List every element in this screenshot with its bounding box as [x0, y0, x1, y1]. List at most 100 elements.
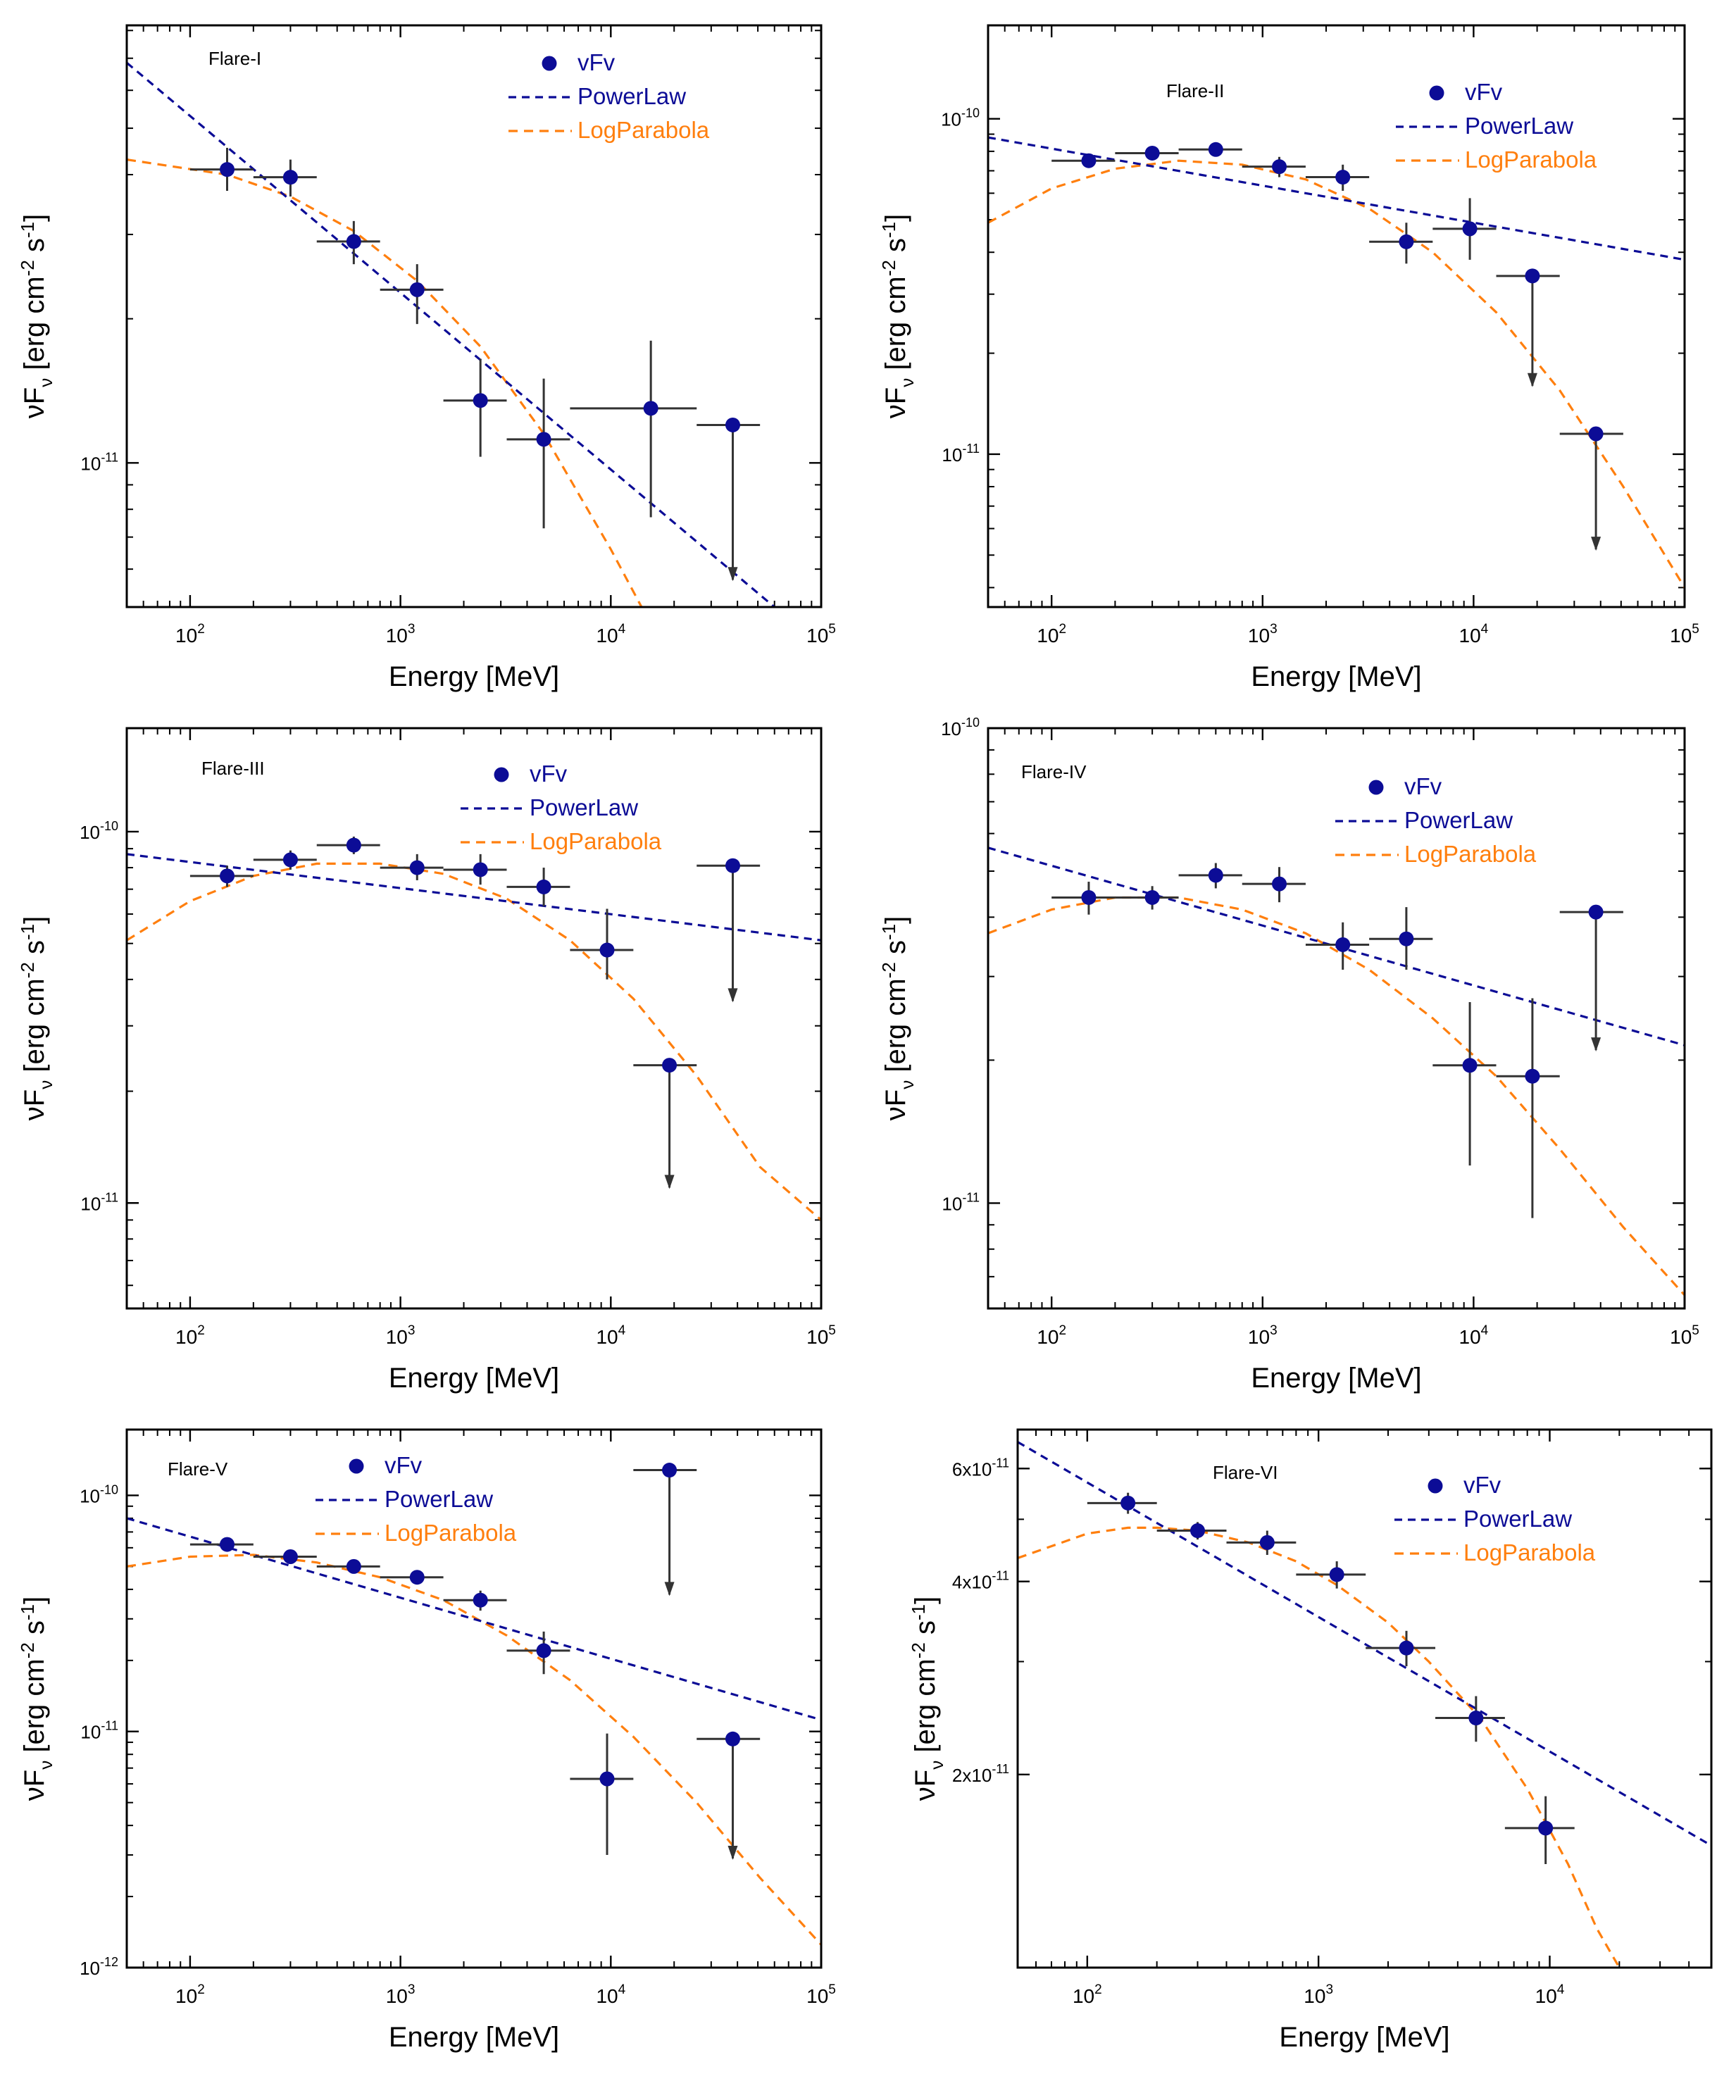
data-marker	[725, 858, 740, 873]
x-axis-label: Energy [MeV]	[1279, 2022, 1449, 2053]
legend-label-vfv: vFv	[577, 49, 616, 75]
plot-frame	[125, 1428, 823, 1969]
upper-limit-arrow	[664, 1582, 675, 1596]
data-marker	[1399, 234, 1414, 249]
legend: vFv PowerLaw LogParabola	[1335, 773, 1537, 867]
powerlaw-curve	[988, 136, 1685, 261]
data-marker	[1081, 153, 1097, 168]
panel-title: Flare-III	[201, 758, 265, 779]
chart-panel: 102 103 104 105 10-11 10-10 Flare-II vFv PowerLa…	[878, 24, 1699, 692]
data-marker	[1588, 426, 1604, 442]
x-tick-label: 104	[1459, 622, 1489, 646]
data-point	[1178, 142, 1242, 157]
data-point	[189, 1537, 254, 1552]
model-curves	[127, 853, 821, 1221]
x-tick-label: 102	[175, 1323, 205, 1348]
data-point	[253, 850, 317, 870]
data-marker	[599, 942, 615, 958]
model-curves	[127, 61, 775, 607]
legend-label-logparabola: LogParabola	[385, 1520, 517, 1546]
x-tick-label: 105	[806, 622, 836, 646]
y-tick-label: 6x10-11	[952, 1456, 1009, 1480]
x-tick-label: 103	[1248, 622, 1278, 646]
x-tick-label: 103	[1304, 1982, 1333, 2007]
x-tick-label: 102	[1073, 1982, 1102, 2007]
data-point	[1496, 998, 1560, 1218]
data-marker	[662, 1463, 677, 1478]
upper-limit-arrow	[664, 1175, 675, 1189]
data-point	[697, 1731, 761, 1860]
data-point	[1559, 426, 1623, 551]
logparabola-curve	[127, 862, 821, 1221]
legend-marker-symbol	[1368, 780, 1384, 795]
data-marker	[1462, 1058, 1478, 1073]
y-axis-label: νFν [erg cm-2 s-1]	[878, 214, 918, 418]
data-marker	[409, 1570, 425, 1585]
data-marker	[1208, 142, 1223, 157]
x-tick-label: 103	[386, 622, 416, 646]
data-marker	[1272, 876, 1287, 892]
legend-label-powerlaw: PowerLaw	[385, 1486, 493, 1512]
data-point	[443, 1590, 507, 1611]
data-marker	[1081, 889, 1097, 905]
legend-label-vfv: vFv	[1404, 773, 1442, 799]
x-axis-label: Energy [MeV]	[389, 2022, 559, 2053]
y-tick-label: 10-10	[941, 106, 980, 130]
y-axis-label: νFν [erg cm-2 s-1]	[17, 916, 56, 1120]
data-point	[316, 836, 380, 854]
data-marker	[473, 1592, 488, 1608]
data-points	[189, 147, 761, 582]
panel-title: Flare-VI	[1213, 1462, 1278, 1483]
data-point	[1051, 882, 1116, 915]
data-marker	[725, 1731, 740, 1746]
data-point	[1296, 1561, 1366, 1589]
data-marker	[536, 1643, 551, 1658]
powerlaw-curve	[127, 853, 821, 942]
legend-label-logparabola: LogParabola	[530, 828, 662, 854]
data-marker	[1525, 1068, 1540, 1084]
upper-limit-arrow	[728, 1845, 738, 1860]
y-tick-label: 10-11	[80, 1190, 118, 1214]
data-marker	[282, 1549, 298, 1565]
y-tick-label: 10-11	[80, 1719, 118, 1743]
chart-panel: 102 103 104 2x10-11 4x10-11 6x10-11 Flare-VI vF…	[908, 1428, 1713, 2053]
x-tick-label: 104	[1535, 1982, 1565, 2007]
data-marker	[725, 417, 740, 432]
legend-label-logparabola: LogParabola	[577, 117, 710, 143]
data-point	[1432, 198, 1497, 260]
data-point	[633, 1058, 697, 1189]
x-tick-label: 105	[806, 1982, 836, 2007]
legend: vFv PowerLaw LogParabola	[316, 1452, 517, 1546]
upper-limit-arrow	[1591, 1037, 1601, 1052]
legend-label-powerlaw: PowerLaw	[1463, 1506, 1572, 1532]
data-point	[1226, 1530, 1297, 1555]
data-marker	[220, 162, 235, 177]
y-tick-label: 4x10-11	[952, 1569, 1009, 1593]
data-marker	[346, 1558, 361, 1574]
data-marker	[1399, 931, 1414, 946]
data-point	[380, 854, 444, 880]
upper-limit-arrow	[1591, 537, 1601, 551]
panel-title: Flare-I	[208, 48, 261, 69]
y-tick-label: 10-11	[942, 442, 980, 465]
y-axis-label: νFν [erg cm-2 s-1]	[17, 214, 56, 418]
x-tick-label: 104	[596, 622, 625, 646]
data-marker	[1120, 1495, 1136, 1511]
minor-ticks	[127, 25, 821, 607]
legend: vFv PowerLaw LogParabola	[1394, 1472, 1596, 1565]
chart-panel: 102 103 104 105 10-11 10-10 Flare-IV vFv PowerLa…	[878, 715, 1699, 1394]
y-tick-label: 10-10	[80, 819, 118, 843]
data-point	[570, 1733, 634, 1856]
x-axis-label: Energy [MeV]	[1251, 1363, 1421, 1394]
model-curves	[988, 846, 1685, 1296]
legend-label-vfv: vFv	[530, 761, 568, 787]
x-tick-label: 102	[175, 1982, 205, 2007]
data-marker	[1335, 937, 1351, 952]
data-marker	[1335, 170, 1351, 185]
x-tick-label: 105	[806, 1323, 836, 1348]
data-point	[697, 417, 761, 582]
plot-frame	[1016, 1428, 1713, 1969]
legend-label-powerlaw: PowerLaw	[530, 794, 638, 820]
legend-marker-symbol	[349, 1458, 364, 1474]
